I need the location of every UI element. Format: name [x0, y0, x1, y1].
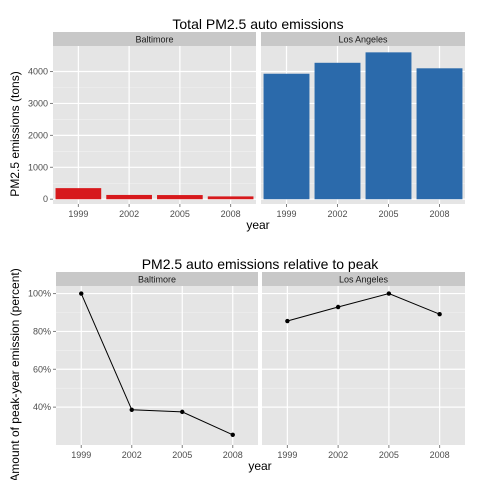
top-los-angeles-x-tick-label: 1999 [276, 209, 296, 219]
top-baltimore-strip [53, 32, 256, 46]
bottom-baltimore-x-tick-label: 1999 [71, 450, 91, 460]
bottom-baltimore-strip-label: Baltimore [138, 275, 176, 285]
bottom-los-angeles-x-tick-label: 2005 [379, 450, 399, 460]
bottom-y-tick-label: 40% [33, 402, 51, 412]
top-y-tick-label: 3000 [28, 98, 48, 108]
bottom-baltimore-x-tick-label: 2002 [122, 450, 142, 460]
bottom-los-angeles-point-2005 [386, 291, 392, 296]
top-baltimore-panel-background [53, 46, 256, 204]
bottom-chart-xlabel: year [248, 459, 271, 473]
bottom-los-angeles-panel-background [262, 286, 465, 445]
top-y-tick-label: 2000 [28, 130, 48, 140]
top-baltimore-x-tick-label: 1999 [68, 209, 88, 219]
top-los-angeles-x-tick-label: 2005 [378, 209, 398, 219]
top-baltimore-bar-2008 [207, 196, 254, 200]
top-los-angeles-bar-2002 [314, 62, 361, 200]
bottom-baltimore-strip [56, 272, 258, 286]
top-chart-title: Total PM2.5 auto emissions [172, 16, 343, 32]
top-baltimore-x-tick-label: 2005 [170, 209, 190, 219]
bottom-los-angeles-x-tick-label: 2008 [430, 450, 450, 460]
top-los-angeles-bar-1999 [263, 73, 310, 200]
bottom-baltimore-point-2002 [129, 407, 134, 412]
bottom-y-tick-label: 60% [33, 364, 51, 374]
top-los-angeles-bar-2005 [365, 52, 412, 200]
top-baltimore-x-tick-label: 2008 [221, 209, 241, 219]
top-los-angeles-x-tick-label: 2002 [327, 209, 347, 219]
top-y-tick-label: 0 [43, 194, 48, 204]
bottom-los-angeles-strip [262, 272, 465, 286]
bottom-baltimore-point-1999 [79, 291, 84, 296]
top-los-angeles-strip [261, 32, 465, 46]
top-baltimore-bar-1999 [55, 188, 102, 200]
top-los-angeles-strip-label: Los Angeles [338, 35, 388, 45]
bottom-los-angeles-point-1999 [285, 318, 290, 324]
bottom-los-angeles-point-2008 [437, 312, 442, 317]
bottom-los-angeles-x-tick-label: 1999 [277, 450, 297, 460]
top-baltimore-x-tick-label: 2002 [119, 209, 139, 219]
bottom-baltimore-x-tick-label: 2005 [172, 450, 192, 460]
top-y-tick-label: 1000 [28, 162, 48, 172]
bottom-y-tick-label: 100% [28, 289, 51, 299]
top-y-tick-label: 4000 [28, 67, 48, 77]
bottom-baltimore-x-tick-label: 2008 [223, 450, 243, 460]
top-chart-xlabel: year [246, 218, 269, 232]
bottom-y-tick-label: 80% [33, 326, 51, 336]
bottom-baltimore-panel-background [56, 286, 258, 445]
top-baltimore-strip-label: Baltimore [135, 35, 173, 45]
top-baltimore-bar-2002 [106, 194, 152, 200]
bottom-chart-ylabel: Amount of peak-year emission (percent) [8, 268, 22, 480]
bottom-chart-panels: Baltimore 1999 2002 2005 2008 Los Angeles 1999… [28, 272, 465, 460]
bottom-los-angeles-series-line [287, 293, 440, 322]
bottom-baltimore-series-line [80, 293, 233, 436]
top-chart-panels: Baltimore 1999 2002 2005 2008 Los Angeles 1999… [28, 32, 465, 219]
bottom-chart-title: PM2.5 auto emissions relative to peak [142, 256, 380, 272]
bottom-los-angeles-x-tick-label: 2002 [328, 450, 348, 460]
top-los-angeles-x-tick-label: 2008 [429, 209, 449, 219]
top-baltimore-bar-2005 [157, 195, 203, 200]
bottom-baltimore-point-2005 [180, 409, 185, 415]
bottom-baltimore-point-2008 [230, 432, 235, 437]
bottom-los-angeles-strip-label: Los Angeles [339, 275, 389, 285]
bottom-los-angeles-point-2002 [335, 304, 341, 310]
top-chart-ylabel: PM2.5 emissions (tons) [8, 71, 22, 196]
top-los-angeles-bar-2008 [416, 68, 463, 200]
